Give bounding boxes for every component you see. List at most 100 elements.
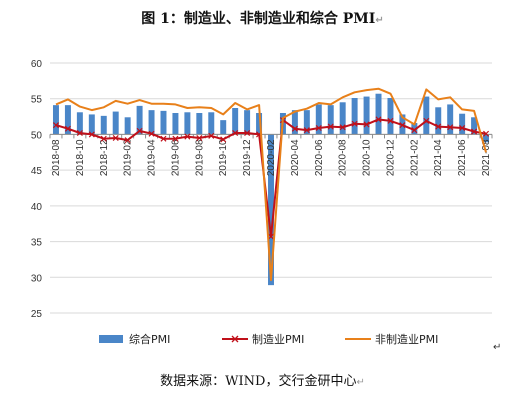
composite-pmi-bar — [435, 107, 442, 135]
x-axis: 2018-08 2018-10 2018-12 2019-02 2019-04 2019-… — [49, 133, 493, 176]
composite-pmi-bar — [232, 108, 239, 135]
x-tick-label: 2021-04 — [433, 139, 444, 176]
x-tick-label: 2021-02 — [409, 139, 420, 176]
manufacturing-pmi-marker — [160, 135, 167, 142]
manufacturing-pmi-marker — [232, 129, 239, 137]
legend: 综合PMI 制造业PMI 非制造业PMI ↵ — [99, 332, 501, 353]
composite-pmi-bar — [88, 114, 95, 135]
legend-label: 制造业PMI — [252, 332, 304, 346]
composite-pmi-bar — [315, 104, 322, 135]
manufacturing-pmi-marker — [112, 134, 119, 142]
x-tick-label: 2020-02 — [266, 139, 277, 176]
x-tick-label: 2019-04 — [147, 139, 158, 176]
paragraph-mark-icon: ↵ — [493, 342, 501, 353]
manufacturing-pmi-marker — [411, 127, 418, 134]
composite-pmi-bar — [423, 96, 430, 135]
composite-pmi-bar — [220, 120, 227, 135]
manufacturing-pmi-marker — [327, 123, 334, 130]
manufacturing-pmi-marker — [351, 120, 358, 127]
x-tick-label: 2021-06 — [457, 139, 468, 176]
y-tick-label: 40 — [31, 202, 43, 213]
composite-pmi-bar — [291, 110, 298, 135]
y-tick-label: 30 — [31, 273, 43, 284]
x-tick-label: 2019-10 — [218, 139, 229, 176]
x-tick-label: 2019-02 — [123, 139, 134, 176]
legend-swatch — [99, 335, 123, 343]
composite-pmi-bar — [172, 113, 179, 135]
composite-pmi-bar — [339, 102, 346, 135]
x-tick-label: 2018-12 — [99, 139, 110, 176]
manufacturing-pmi-marker — [244, 129, 251, 137]
composite-pmi-bar — [196, 113, 203, 135]
composite-pmi-bar — [100, 115, 107, 135]
manufacturing-pmi-marker — [387, 117, 394, 124]
manufacturing-pmi-marker — [375, 116, 382, 123]
manufacturing-pmi-marker — [52, 122, 59, 129]
manufacturing-pmi-marker — [64, 125, 71, 132]
composite-pmi-bar — [148, 110, 155, 135]
composite-pmi-bar — [64, 105, 71, 135]
y-tick-label: 50 — [31, 130, 43, 141]
manufacturing-pmi-marker — [220, 136, 227, 143]
composite-pmi-bar — [124, 117, 131, 135]
x-tick-label: 2019-12 — [242, 139, 253, 176]
manufacturing-pmi-marker — [148, 130, 155, 137]
manufacturing-pmi-marker — [196, 134, 203, 142]
manufacturing-pmi-marker — [303, 127, 310, 134]
x-tick-label: 2018-08 — [51, 139, 62, 176]
manufacturing-pmi-marker — [208, 132, 215, 139]
manufacturing-pmi-marker — [88, 131, 95, 138]
manufacturing-pmi-marker — [435, 123, 442, 130]
composite-pmi-bar — [327, 105, 334, 135]
composite-pmi-bar — [447, 104, 454, 135]
composite-pmi-bar — [256, 113, 263, 135]
composite-pmi-bar — [136, 105, 143, 135]
manufacturing-pmi-marker — [459, 124, 466, 132]
manufacturing-pmi-marker — [483, 130, 490, 137]
legend-item: 综合PMI — [99, 332, 170, 346]
legend-label: 非制造业PMI — [375, 332, 438, 346]
legend-label: 综合PMI — [129, 332, 170, 346]
manufacturing-pmi-marker — [136, 127, 143, 134]
x-tick-label: 2018-10 — [75, 139, 86, 176]
x-tick-label: 2020-08 — [338, 139, 349, 176]
pmi-lines — [52, 87, 490, 282]
series-line — [55, 87, 487, 282]
x-tick-label: 2019-08 — [194, 139, 205, 176]
manufacturing-pmi-marker — [172, 135, 179, 142]
manufacturing-pmi-marker — [291, 125, 298, 132]
manufacturing-pmi-marker — [76, 129, 83, 137]
composite-pmi-bar — [375, 93, 382, 135]
y-tick-label: 60 — [31, 59, 43, 70]
legend-item: 制造业PMI — [222, 332, 304, 346]
composite-pmi-bar — [244, 110, 251, 135]
y-tick-label: 45 — [31, 166, 43, 177]
composite-pmi-bar — [471, 117, 478, 135]
x-tick-label: 2021-08 — [481, 139, 492, 176]
manufacturing-pmi-marker — [339, 124, 346, 131]
manufacturing-pmi-marker — [399, 122, 406, 129]
composite-pmi-bars — [52, 93, 490, 286]
x-tick-label: 2020-04 — [290, 139, 301, 176]
paragraph-mark-icon: ↵ — [356, 377, 365, 388]
composite-pmi-bar — [459, 113, 466, 135]
x-tick-label: 2019-06 — [170, 139, 181, 176]
y-axis: 25 30 35 40 45 50 55 60 — [31, 59, 43, 320]
composite-pmi-bar — [268, 134, 274, 286]
data-source: 数据来源：WIND，交行金研中心↵ — [160, 374, 365, 389]
manufacturing-pmi-marker — [471, 128, 478, 135]
chart-title: 图 1：制造业、非制造业和综合 PMI↵ — [141, 11, 384, 27]
y-tick-label: 35 — [31, 238, 43, 249]
composite-pmi-bar — [351, 98, 358, 135]
composite-pmi-bar — [52, 105, 59, 135]
manufacturing-pmi-marker — [100, 135, 107, 142]
x-tick-label: 2020-06 — [314, 139, 325, 176]
manufacturing-pmi-marker — [447, 124, 454, 131]
composite-pmi-bar — [483, 134, 490, 143]
manufacturing-pmi-marker — [184, 133, 191, 140]
x-tick-label: 2020-12 — [385, 139, 396, 176]
composite-pmi-bar — [184, 112, 191, 135]
manufacturing-pmi-marker — [267, 233, 275, 240]
legend-item: 非制造业PMI — [345, 332, 438, 346]
